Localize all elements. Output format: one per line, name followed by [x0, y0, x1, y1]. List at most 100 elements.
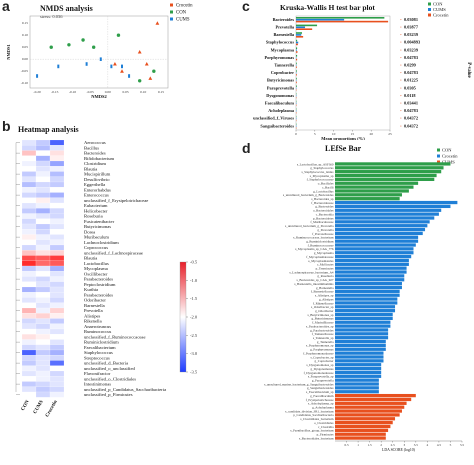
heatmap-cell — [22, 355, 36, 360]
heatmap-cell — [22, 172, 36, 177]
pvalue-label: 0.04783 — [404, 70, 418, 75]
heatmap-row-label: Enterorhabdus — [84, 187, 111, 192]
heatmap-cell — [50, 355, 64, 360]
heatmap-cell — [22, 298, 36, 303]
heatmap-cell — [22, 261, 36, 266]
x-tick-label: 1.5 — [368, 443, 372, 447]
y-tick-label: 0.00 — [22, 57, 28, 61]
heatmap-cell — [50, 229, 64, 234]
category-label: Barnesiella — [273, 32, 294, 37]
lefse-bar-con — [335, 162, 450, 165]
bar-con — [296, 70, 297, 72]
heatmap-cell — [50, 308, 64, 313]
lefse-bar-crocetin — [335, 371, 381, 374]
lefse-bar-crocetin — [335, 282, 402, 285]
heatmap-cell — [36, 219, 50, 224]
pvalue-star: * — [400, 86, 402, 90]
x-tick-label: 1 — [357, 443, 359, 447]
heatmap-row-label: unclassified_p_Candidatus_Saccharibacter… — [84, 387, 166, 392]
x-tick-label: 25 — [388, 132, 392, 136]
bar-crocetin — [296, 59, 297, 61]
lefse-bar-cums — [335, 402, 407, 405]
lefse-bar-crocetin — [335, 328, 388, 331]
heatmap-row-label: Enterococcus — [84, 193, 109, 198]
heatmap-cell — [50, 303, 64, 308]
heatmap-row-label: Butyricimonas — [84, 224, 111, 229]
pvalue-star: * — [400, 109, 402, 113]
x-tick-label: 4 — [427, 443, 429, 447]
bar-con — [296, 32, 302, 34]
heatmap-cell — [22, 382, 36, 387]
heatmap-cell — [22, 193, 36, 198]
legend-swatch — [170, 11, 173, 14]
lefse-bar-cums — [335, 394, 416, 397]
heatmap-cell — [22, 361, 36, 366]
panel-b-letter: b — [2, 118, 11, 134]
heatmap-cell — [50, 214, 64, 219]
heatmap-cell — [36, 298, 50, 303]
category-label: unclassified_f_Viruses — [253, 116, 294, 121]
plot-frame — [30, 16, 168, 88]
heatmap-cell — [50, 277, 64, 282]
x-tick-label: 0 — [295, 132, 297, 136]
heatmap-column-label: CON — [21, 399, 31, 411]
lefse-bar-label: s_Bacteroidales_bacterium — [299, 436, 334, 440]
heatmap-cell — [22, 319, 36, 324]
lefse-bar-crocetin — [335, 390, 379, 393]
lefse-bar-cums — [335, 409, 402, 412]
heatmap-row-label: Ruminococcus — [84, 329, 112, 334]
heatmap-cell — [36, 214, 50, 219]
heatmap-cell — [22, 145, 36, 150]
lefse-bar-con — [335, 189, 409, 192]
heatmap-row-label: Mycoplasma — [84, 266, 108, 271]
heatmap-cell — [50, 261, 64, 266]
heatmap-row-label: Coprococcus — [84, 245, 108, 250]
legend-swatch — [170, 4, 173, 7]
pvalue-label: 0.004893 — [404, 40, 420, 45]
y-tick-label: 0.10 — [22, 33, 28, 37]
heatmap-cell — [22, 292, 36, 297]
lefse-bar-crocetin — [335, 359, 383, 362]
lefse-bar-crocetin — [335, 321, 390, 324]
heatmap-cell — [36, 166, 50, 171]
colorbar-tick-label: -2.5 — [190, 333, 198, 338]
pvalue-label: 0.03877 — [404, 25, 419, 30]
scatter-point-crocetin — [145, 62, 149, 66]
heatmap-cell — [50, 387, 64, 392]
heatmap-row-label: unclassified_o_Clostridiales — [84, 376, 136, 381]
heatmap-cell — [50, 329, 64, 334]
lefse-bar-crocetin — [335, 294, 400, 297]
plot-frame — [296, 16, 390, 130]
heatmap-cell — [50, 145, 64, 150]
legend-label: CON — [442, 148, 452, 153]
chart-title: NMDS analysis — [40, 4, 93, 13]
pvalue-star: * — [400, 64, 402, 68]
colorbar-tick-label: -0.5 — [190, 260, 198, 265]
heatmap-cell — [22, 208, 36, 213]
pvalue-star: * — [400, 26, 402, 30]
heatmap-cell — [36, 229, 50, 234]
heatmap-cell — [36, 324, 50, 329]
heatmap-cell — [50, 376, 64, 381]
heatmap-cell — [36, 161, 50, 166]
lefse-bar-crocetin — [335, 332, 388, 335]
lefse-bar-crocetin — [335, 344, 386, 347]
legend-label: Crocetin — [176, 4, 193, 9]
heatmap-cell — [22, 303, 36, 308]
heatmap-cell — [36, 392, 50, 397]
heatmap-cell — [36, 208, 50, 213]
lefse-bar-cums — [335, 429, 388, 432]
pvalue-label: 0.04783 — [404, 108, 418, 113]
heatmap-cell — [22, 214, 36, 219]
heatmap-row-label: Peptoclostridium — [84, 282, 116, 287]
panel-c-letter: c — [242, 0, 250, 14]
lefse-bar-con — [335, 178, 434, 181]
heatmap-row-label: Desulfovibrio — [84, 177, 110, 182]
heatmap-cell — [22, 387, 36, 392]
heatmap-cell — [22, 313, 36, 318]
heatmap-cell — [22, 271, 36, 276]
heatmap-cell — [50, 235, 64, 240]
